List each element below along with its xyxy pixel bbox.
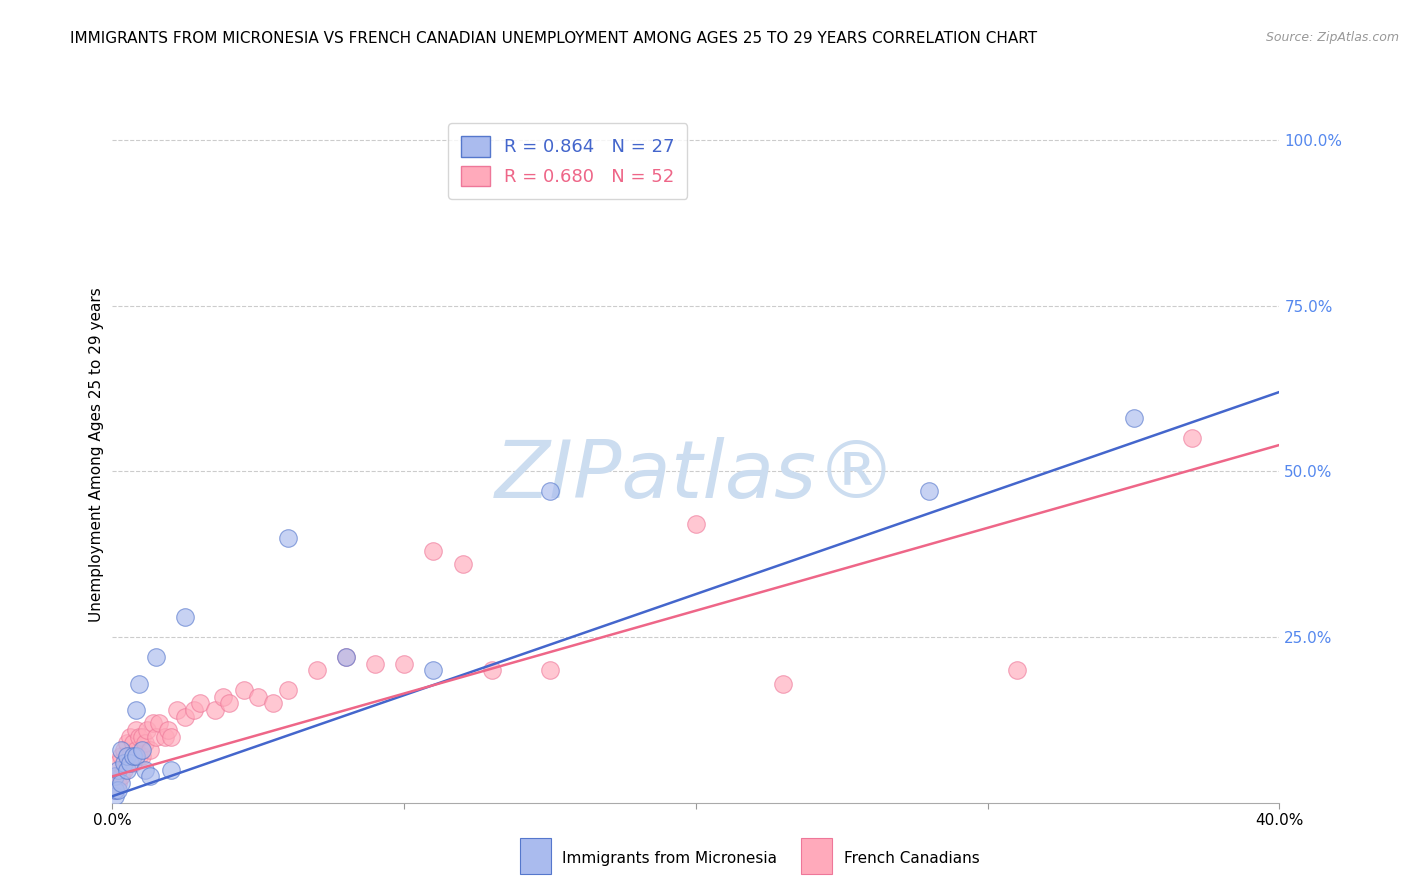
Point <box>115 756 138 770</box>
Point <box>104 769 127 783</box>
Point <box>139 743 162 757</box>
Point <box>128 676 150 690</box>
Point <box>115 763 138 777</box>
Point <box>104 782 127 797</box>
Point <box>422 544 444 558</box>
Text: Immigrants from Micronesia: Immigrants from Micronesia <box>562 851 778 865</box>
Point <box>110 743 132 757</box>
Point <box>107 756 129 770</box>
Point <box>112 763 135 777</box>
Point <box>183 703 205 717</box>
Point <box>118 749 141 764</box>
Point <box>166 703 188 717</box>
Point <box>364 657 387 671</box>
Point <box>112 743 135 757</box>
Point <box>125 703 148 717</box>
Point <box>262 697 284 711</box>
Text: French Canadians: French Canadians <box>844 851 980 865</box>
Point <box>212 690 235 704</box>
Point <box>118 730 141 744</box>
Point <box>188 697 211 711</box>
Point <box>107 782 129 797</box>
Point <box>174 709 197 723</box>
Point <box>128 730 150 744</box>
Point <box>125 723 148 737</box>
Point <box>122 749 145 764</box>
Point <box>174 610 197 624</box>
Point <box>160 763 183 777</box>
Point <box>481 663 503 677</box>
Point <box>335 650 357 665</box>
Point <box>107 776 129 790</box>
Point <box>118 756 141 770</box>
Point <box>218 697 240 711</box>
Point <box>451 558 474 572</box>
Point <box>148 716 170 731</box>
Point <box>392 657 416 671</box>
Point <box>538 484 561 499</box>
Point <box>772 676 794 690</box>
Point <box>110 776 132 790</box>
Point <box>122 736 145 750</box>
Point <box>104 782 127 797</box>
Point <box>145 650 167 665</box>
Point <box>156 723 179 737</box>
Text: Source: ZipAtlas.com: Source: ZipAtlas.com <box>1265 31 1399 45</box>
Point <box>276 683 298 698</box>
Point <box>305 663 328 677</box>
Point <box>115 749 138 764</box>
Point <box>131 743 153 757</box>
Point <box>104 789 127 804</box>
Point <box>125 743 148 757</box>
Point <box>1005 663 1028 677</box>
Point <box>131 749 153 764</box>
Point <box>104 769 127 783</box>
Point <box>160 730 183 744</box>
Point <box>122 756 145 770</box>
Point <box>142 716 165 731</box>
Text: ZIPatlas®: ZIPatlas® <box>495 437 897 515</box>
Point <box>136 723 159 737</box>
Point <box>422 663 444 677</box>
Point <box>276 531 298 545</box>
Point <box>107 763 129 777</box>
Y-axis label: Unemployment Among Ages 25 to 29 years: Unemployment Among Ages 25 to 29 years <box>89 287 104 623</box>
Point <box>134 763 156 777</box>
Point <box>538 663 561 677</box>
Point <box>110 769 132 783</box>
Point <box>335 650 357 665</box>
Point <box>131 730 153 744</box>
Point <box>128 749 150 764</box>
Point <box>112 756 135 770</box>
Point <box>232 683 254 698</box>
Point <box>134 736 156 750</box>
Point <box>145 730 167 744</box>
Point <box>1181 431 1204 445</box>
Point <box>153 730 176 744</box>
Point <box>125 749 148 764</box>
Point <box>115 736 138 750</box>
Point <box>139 769 162 783</box>
Point <box>247 690 270 704</box>
Point <box>1122 411 1144 425</box>
Text: IMMIGRANTS FROM MICRONESIA VS FRENCH CANADIAN UNEMPLOYMENT AMONG AGES 25 TO 29 Y: IMMIGRANTS FROM MICRONESIA VS FRENCH CAN… <box>70 31 1038 46</box>
Point <box>204 703 226 717</box>
Legend: R = 0.864   N = 27, R = 0.680   N = 52: R = 0.864 N = 27, R = 0.680 N = 52 <box>449 123 688 199</box>
Point <box>110 749 132 764</box>
Point <box>918 484 941 499</box>
Point <box>685 517 707 532</box>
